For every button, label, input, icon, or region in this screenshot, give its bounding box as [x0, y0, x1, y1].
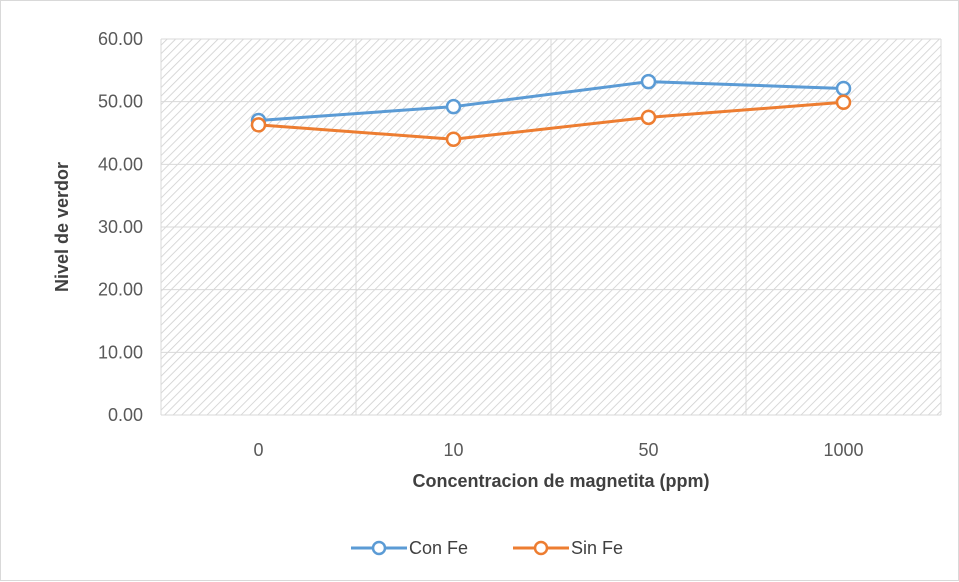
series-group	[250, 73, 852, 148]
x-axis-ticks: 0 10 50 1000	[253, 440, 863, 460]
y-tick-label: 20.00	[98, 280, 143, 300]
data-point	[250, 117, 267, 133]
y-tick-label: 50.00	[98, 92, 143, 112]
x-axis-title: Concentracion de magnetita (ppm)	[412, 471, 709, 491]
legend-label: Con Fe	[409, 538, 468, 558]
y-tick-label: 60.00	[98, 29, 143, 49]
x-tick-label: 50	[638, 440, 658, 460]
y-tick-label: 0.00	[108, 405, 143, 425]
legend-item: Con Fe	[351, 538, 468, 558]
x-tick-label: 10	[443, 440, 463, 460]
legend: Con Fe Sin Fe	[351, 538, 623, 558]
y-tick-label: 10.00	[98, 342, 143, 362]
data-point	[835, 94, 852, 111]
x-tick-label: 0	[253, 440, 263, 460]
series-line	[258, 100, 844, 141]
data-point	[445, 131, 462, 148]
legend-item: Sin Fe	[513, 538, 623, 558]
legend-marker	[533, 540, 549, 556]
y-tick-label: 30.00	[98, 217, 143, 237]
legend-label: Sin Fe	[571, 538, 623, 558]
y-axis-ticks: 0.00 10.00 20.00 30.00 40.00 50.00 60.00	[98, 29, 143, 425]
data-point	[640, 73, 657, 90]
data-point	[445, 98, 462, 115]
y-tick-label: 40.00	[98, 154, 143, 174]
data-point	[640, 109, 657, 126]
series-line	[258, 80, 844, 122]
legend-marker	[371, 540, 387, 556]
y-axis-title: Nivel de verdor	[52, 162, 72, 292]
gridlines	[160, 38, 942, 416]
x-tick-label: 1000	[823, 440, 863, 460]
data-point	[835, 80, 852, 97]
